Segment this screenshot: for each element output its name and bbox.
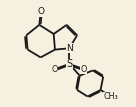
Text: O: O [37, 7, 44, 16]
Text: O: O [81, 65, 87, 74]
Text: N: N [66, 44, 73, 53]
Text: CH₃: CH₃ [104, 92, 118, 101]
Text: S: S [66, 59, 72, 69]
Text: O: O [52, 65, 58, 74]
